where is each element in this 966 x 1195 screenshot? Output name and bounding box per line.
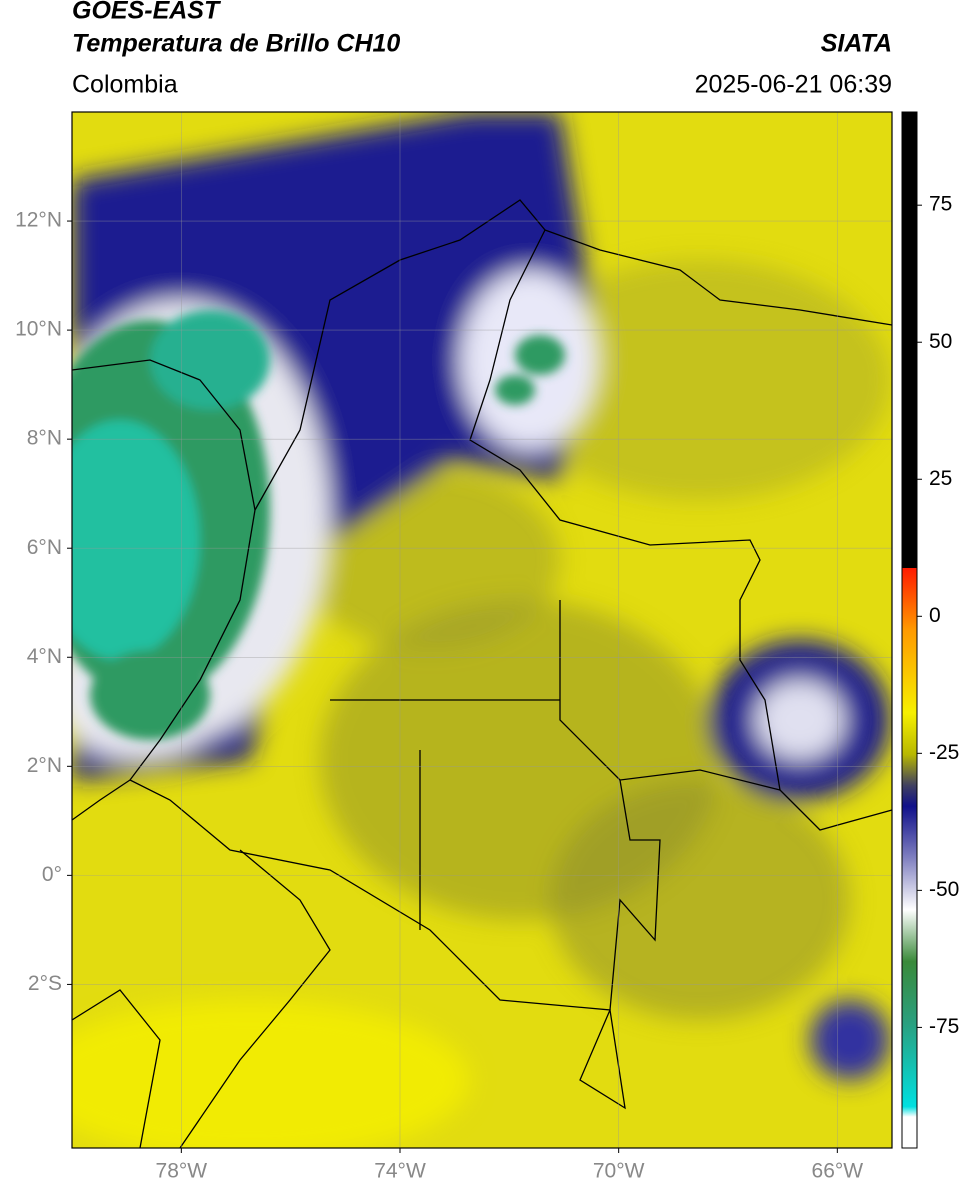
title: GOES-EAST [72, 0, 222, 25]
colorbar [901, 111, 918, 1149]
timestamp: 2025-06-21 06:39 [695, 71, 892, 99]
colorbar-tick-label: -75 [929, 1015, 959, 1038]
colorbar-tick-label: 25 [929, 467, 952, 490]
colorbar-tick-label: 75 [929, 193, 952, 216]
x-tick-label: 74°W [374, 1160, 426, 1183]
source: SIATA [821, 30, 892, 58]
y-tick-label: 2°S [28, 972, 62, 995]
y-tick-label: 6°N [27, 536, 62, 559]
colorbar-tick-label: 50 [929, 330, 952, 353]
y-tick-label: 0° [42, 863, 62, 886]
colorbar-tick-label: -50 [929, 878, 959, 901]
subtitle: Temperatura de Brillo CH10 [72, 30, 400, 58]
colorbar-tick-label: -25 [929, 741, 959, 764]
borders [72, 199, 892, 1148]
region: Colombia [72, 71, 178, 99]
map-frame [71, 111, 893, 1149]
y-tick-label: 4°N [27, 645, 62, 668]
y-tick-label: 8°N [27, 427, 62, 450]
x-tick-label: 70°W [593, 1160, 645, 1183]
satellite-image [72, 112, 892, 1148]
colorbar-tick-label: 0 [929, 604, 941, 627]
y-tick-label: 10°N [15, 318, 62, 341]
y-tick-label: 2°N [27, 754, 62, 777]
y-tick-label: 12°N [15, 209, 62, 232]
x-tick-label: 78°W [156, 1160, 208, 1183]
x-tick-label: 66°W [812, 1160, 864, 1183]
grid [72, 112, 892, 1148]
